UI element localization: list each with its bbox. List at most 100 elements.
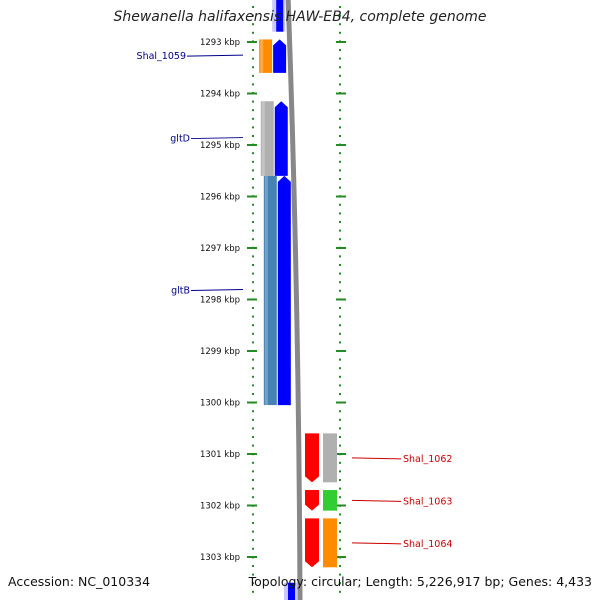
ruler-dot [339, 255, 341, 258]
inner-ruler [247, 6, 257, 593]
ruler-dot [339, 135, 341, 137]
ruler-dot [339, 590, 341, 593]
ruler-dot [339, 307, 341, 309]
ruler-dot [339, 367, 341, 370]
gene-feature [260, 101, 288, 176]
gene-label-line [190, 288, 244, 291]
gene-label-line [351, 457, 402, 460]
gene-feature [305, 518, 337, 568]
gene-label-line [186, 54, 244, 57]
ruler-major-tick [336, 350, 346, 352]
ruler-dot [252, 496, 254, 499]
kbp-tick-label: 1299 kbp [200, 347, 240, 357]
ruler-dot [339, 126, 341, 129]
ruler-dot [339, 496, 341, 499]
ruler-dot [339, 203, 341, 206]
kbp-tick-label: 1294 kbp [200, 90, 240, 100]
ruler-dot [339, 212, 341, 215]
ruler-dot [339, 264, 341, 266]
ruler-dot [339, 565, 341, 567]
ruler-dot [339, 547, 341, 550]
gene-arrow [273, 39, 287, 73]
ruler-dot [339, 281, 341, 284]
cog-color-bar [263, 175, 277, 406]
ruler-dot [252, 427, 254, 430]
gene-label: Shal_1064 [403, 539, 452, 550]
ruler-major-tick [247, 195, 257, 198]
ruler-dot [339, 487, 341, 490]
ruler-dot [339, 66, 341, 69]
ruler-dot [339, 272, 341, 275]
ruler-dot [339, 117, 341, 120]
ruler-dot [339, 513, 341, 516]
ruler-dot [252, 565, 254, 567]
cog-bar-highlight [260, 39, 264, 73]
ruler-dot [339, 427, 341, 430]
ruler-dot [252, 6, 254, 8]
ruler-dot [252, 307, 254, 309]
ruler-dot [252, 49, 254, 51]
gene-label: Shal_1062 [403, 454, 452, 465]
kbp-tick-label: 1297 kbp [200, 244, 240, 254]
ruler-dot [252, 315, 254, 318]
ruler-dot [252, 186, 254, 189]
ruler-major-tick [247, 247, 257, 249]
ruler-major-tick [336, 453, 346, 455]
ruler-dot [252, 31, 254, 34]
ruler-major-tick [336, 298, 346, 301]
ruler-dot [339, 74, 341, 77]
ruler-dot [252, 487, 254, 490]
ruler-dot [252, 135, 254, 137]
cog-color-bar [323, 433, 337, 483]
ruler-dot [339, 152, 341, 155]
gene-label: gltB [171, 285, 190, 296]
ruler-dot [339, 539, 341, 542]
ruler-dot [252, 57, 254, 60]
kbp-tick-label: 1296 kbp [200, 193, 240, 203]
ruler-dot [339, 582, 341, 585]
ruler-dot [252, 281, 254, 284]
ruler-dot [252, 66, 254, 69]
ruler-major-tick [336, 401, 346, 404]
ruler-dot [252, 522, 254, 524]
ruler-dot [339, 341, 341, 344]
ruler-major-tick [247, 298, 257, 301]
ruler-dot [252, 539, 254, 542]
gene-label-line [351, 542, 402, 545]
ruler-major-tick [247, 401, 257, 404]
ruler-dot [252, 375, 254, 378]
kbp-ruler: 1293 kbp 1294 kbp 1295 kbp 1296 kbp 1297 kbp… [200, 6, 346, 593]
kbp-tick-label: 1301 kbp [200, 450, 240, 460]
ruler-dot [252, 573, 254, 576]
ruler-dot [339, 436, 341, 438]
ruler-major-tick [247, 41, 257, 43]
ruler-dot [339, 522, 341, 524]
ruler-dot [252, 221, 254, 223]
ruler-dot [252, 461, 254, 464]
ruler-dot [252, 212, 254, 215]
ruler-major-tick [247, 92, 257, 95]
ruler-dot [339, 324, 341, 327]
ruler-dot [339, 418, 341, 421]
ruler-dot [252, 410, 254, 413]
ruler-dot [339, 31, 341, 34]
ruler-dot [252, 74, 254, 77]
ruler-major-tick [247, 556, 257, 558]
feature-track [259, 0, 337, 600]
ruler-dot [252, 100, 254, 103]
ruler-dot [339, 6, 341, 8]
gene-feature [272, 0, 286, 32]
ruler-dot [252, 152, 254, 155]
ruler-dot [339, 470, 341, 473]
ruler-dot [252, 530, 254, 533]
gene-label: Shal_1063 [403, 496, 452, 507]
ruler-dot [339, 23, 341, 26]
ruler-dot [252, 384, 254, 387]
genome-summary-text: Topology: circular; Length: 5,226,917 bp… [248, 574, 592, 589]
ruler-dot [252, 418, 254, 421]
ruler-dot [252, 169, 254, 172]
ruler-dot [252, 479, 254, 481]
ruler-dot [339, 178, 341, 180]
kbp-tick-label: 1300 kbp [200, 399, 240, 409]
ruler-dot [339, 332, 341, 335]
